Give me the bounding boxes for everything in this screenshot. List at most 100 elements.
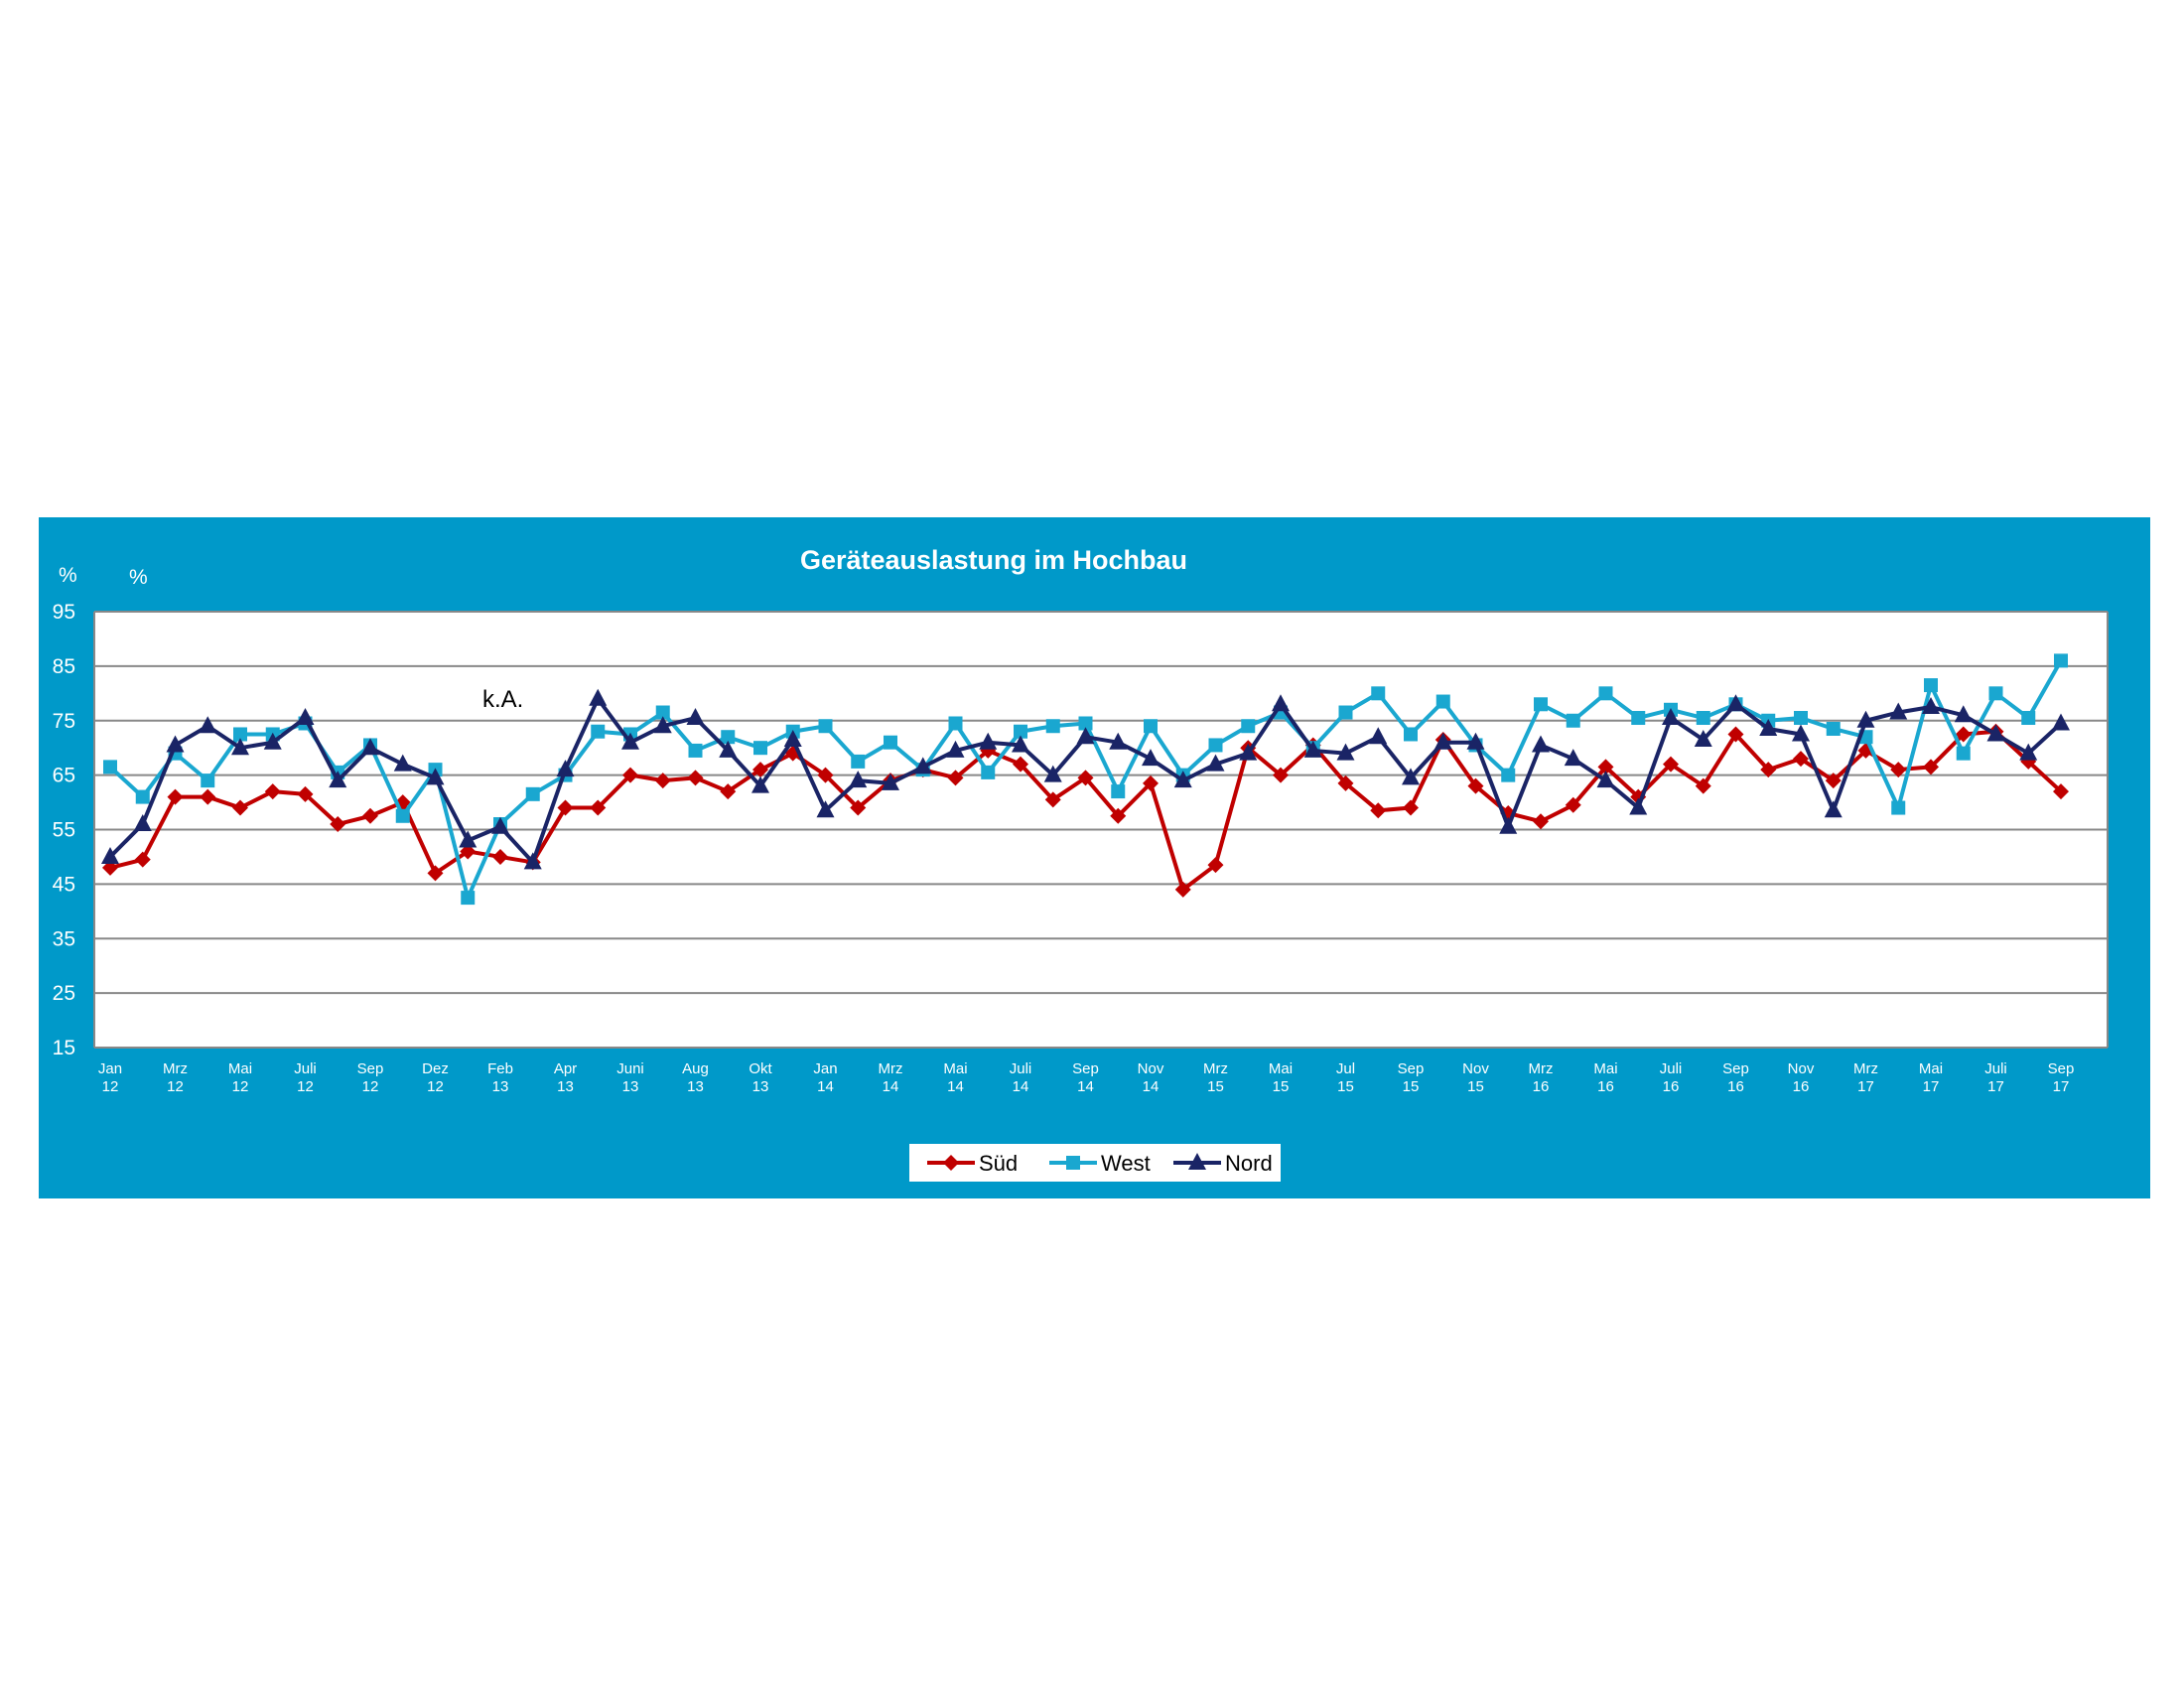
data-point-sd — [1955, 726, 1972, 743]
data-point-nord — [393, 754, 412, 772]
x-tick-month: Nov — [1138, 1060, 1164, 1077]
y-tick-label: 85 — [53, 655, 75, 678]
x-tick-year: 14 — [947, 1078, 964, 1095]
data-point-sd — [492, 848, 508, 865]
x-tick-month: Aug — [682, 1060, 709, 1077]
data-point-west — [461, 891, 476, 906]
data-point-west — [591, 724, 606, 739]
x-axis-tick-labels: Jan12Mrz12Mai12Juli12Sep12Dez12Feb13Apr1… — [98, 1060, 2074, 1095]
data-point-nord — [1043, 765, 1062, 782]
data-point-nord — [1173, 771, 1192, 788]
chart-panel: Geräteauslastung im Hochbau % % 15 25 35 45… — [39, 517, 2150, 1198]
y-axis-tick-labels: 15 25 35 45 55 65 75 85 95 — [53, 601, 75, 1059]
data-point-west — [395, 808, 410, 823]
data-point-west — [1598, 686, 1613, 701]
data-point-nord — [849, 771, 868, 788]
y-tick-label: 55 — [53, 819, 75, 842]
data-point-nord — [361, 738, 379, 756]
x-tick-month: Juli — [1660, 1060, 1683, 1077]
data-point-nord — [1466, 732, 1485, 750]
data-point-west — [948, 716, 963, 731]
data-point-nord — [523, 852, 542, 870]
data-point-west — [1241, 719, 1256, 734]
data-point-sd — [427, 865, 444, 882]
series-nord — [101, 688, 2070, 870]
data-point-west — [721, 730, 736, 745]
data-point-nord — [1272, 694, 1290, 712]
x-tick-year: 12 — [102, 1078, 119, 1095]
data-point-sd — [1110, 807, 1127, 824]
data-point-west — [1144, 719, 1158, 734]
x-tick-year: 14 — [1013, 1078, 1029, 1095]
data-point-west — [851, 754, 866, 769]
data-point-west — [1371, 686, 1386, 701]
x-tick-month: Mai — [1593, 1060, 1617, 1077]
data-point-sd — [1760, 762, 1777, 778]
data-point-west — [981, 765, 996, 779]
x-tick-year: 13 — [622, 1078, 639, 1095]
data-point-nord — [1694, 729, 1712, 747]
legend-label: Süd — [979, 1151, 1018, 1176]
data-point-sd — [1013, 756, 1028, 773]
x-tick-month: Okt — [749, 1060, 772, 1077]
data-point-west — [233, 727, 247, 742]
legend-marker — [1188, 1153, 1206, 1170]
data-point-west — [753, 741, 767, 756]
x-tick-year: 12 — [427, 1078, 444, 1095]
data-point-sd — [264, 783, 281, 800]
data-point-nord — [1564, 749, 1582, 767]
data-point-sd — [1597, 759, 1614, 775]
data-point-west — [1988, 686, 2003, 701]
data-point-sd — [1923, 759, 1939, 775]
y-axis-unit-secondary: % — [129, 566, 148, 589]
data-point-west — [1924, 678, 1938, 693]
x-tick-year: 13 — [752, 1078, 769, 1095]
series-lines — [101, 653, 2070, 906]
x-tick-month: Sep — [2048, 1060, 2075, 1077]
x-tick-year: 15 — [1337, 1078, 1354, 1095]
data-point-west — [1404, 727, 1418, 742]
data-point-sd — [1207, 857, 1224, 874]
data-point-nord — [686, 708, 705, 726]
x-tick-month: Mrz — [879, 1060, 903, 1077]
data-point-nord — [1662, 708, 1680, 726]
data-point-west — [1045, 719, 1060, 734]
x-tick-year: 15 — [1467, 1078, 1484, 1095]
data-point-sd — [622, 767, 638, 783]
x-tick-month: Mai — [1269, 1060, 1293, 1077]
data-point-west — [525, 786, 540, 801]
legend-label: West — [1101, 1151, 1151, 1176]
y-tick-label: 15 — [53, 1037, 75, 1059]
legend-marker — [1066, 1156, 1080, 1170]
x-tick-year: 14 — [883, 1078, 899, 1095]
data-point-nord — [913, 757, 932, 774]
data-point-nord — [1986, 724, 2005, 742]
annotation-no-data: k.A. — [482, 686, 523, 713]
data-point-west — [1891, 800, 1906, 815]
legend: Süd West Nord — [909, 1144, 1281, 1182]
x-tick-month: Nov — [1788, 1060, 1815, 1077]
data-point-west — [1566, 713, 1580, 728]
data-point-nord — [1954, 705, 1973, 723]
x-tick-month: Mai — [943, 1060, 967, 1077]
data-point-nord — [882, 773, 899, 790]
data-point-nord — [263, 732, 282, 750]
data-point-nord — [491, 816, 509, 834]
y-tick-label: 45 — [53, 873, 75, 896]
data-point-sd — [2053, 783, 2069, 800]
x-tick-month: Juli — [294, 1060, 317, 1077]
data-point-sd — [590, 799, 607, 816]
x-tick-year: 15 — [1207, 1078, 1224, 1095]
